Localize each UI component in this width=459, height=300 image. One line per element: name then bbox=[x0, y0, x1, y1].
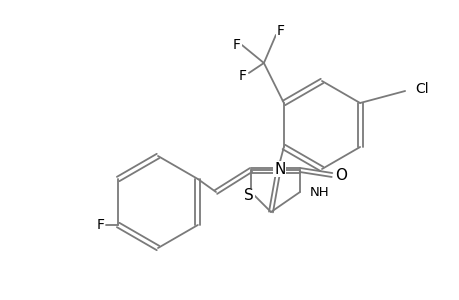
Text: F: F bbox=[238, 69, 246, 83]
Text: O: O bbox=[334, 169, 346, 184]
Text: F: F bbox=[96, 218, 104, 232]
Text: N: N bbox=[274, 161, 285, 176]
Text: NH: NH bbox=[309, 185, 329, 199]
Text: Cl: Cl bbox=[414, 82, 428, 96]
Text: S: S bbox=[244, 188, 253, 203]
Text: F: F bbox=[276, 24, 284, 38]
Text: F: F bbox=[232, 38, 241, 52]
